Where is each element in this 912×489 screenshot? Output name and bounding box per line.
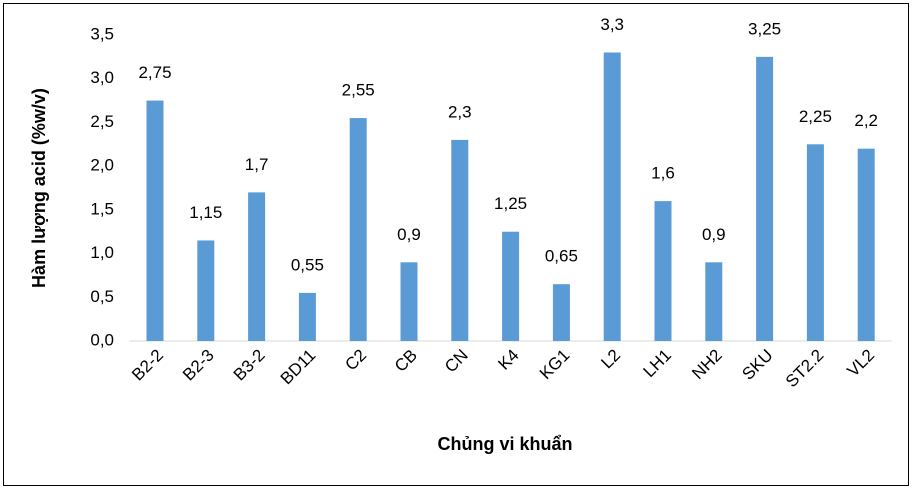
value-label: 2,2 [854,111,878,130]
value-label: 2,75 [138,63,171,82]
y-tick-label: 2,0 [90,156,114,175]
y-tick-label: 1,0 [90,243,114,262]
value-label: 0,9 [397,225,421,244]
bar [298,292,316,341]
bar [349,118,367,341]
bar [654,201,672,341]
y-tick-label: 1,5 [90,199,114,218]
y-tick-label: 2,5 [90,112,114,131]
bar [146,100,164,341]
value-label: 2,3 [448,102,472,121]
y-axis-title: Hàm lượng acid (%w/v) [29,88,49,288]
value-label: 3,3 [600,15,624,34]
value-label: 1,25 [494,194,527,213]
value-label: 1,7 [245,155,269,174]
value-label: 2,55 [342,81,375,100]
value-label: 1,6 [651,164,675,183]
value-label: 0,55 [291,255,324,274]
bar [502,231,520,341]
value-label: 0,65 [545,247,578,266]
y-tick-label: 3,5 [90,24,114,43]
y-tick-label: 0,0 [90,330,114,349]
y-tick-label: 0,5 [90,287,114,306]
bar [451,139,469,341]
value-label: 1,15 [189,203,222,222]
value-label: 0,9 [702,225,726,244]
bar [197,240,215,341]
bar [552,284,570,341]
bar [857,148,875,341]
bar [756,56,774,341]
bar [603,52,621,341]
bar [400,262,418,341]
value-label: 3,25 [748,19,781,38]
bar [705,262,723,341]
bar [248,192,266,341]
bar [806,144,824,341]
value-label: 2,25 [799,107,832,126]
x-axis-title: Chủng vi khuẩn [438,434,573,454]
y-tick-label: 3,0 [90,68,114,87]
